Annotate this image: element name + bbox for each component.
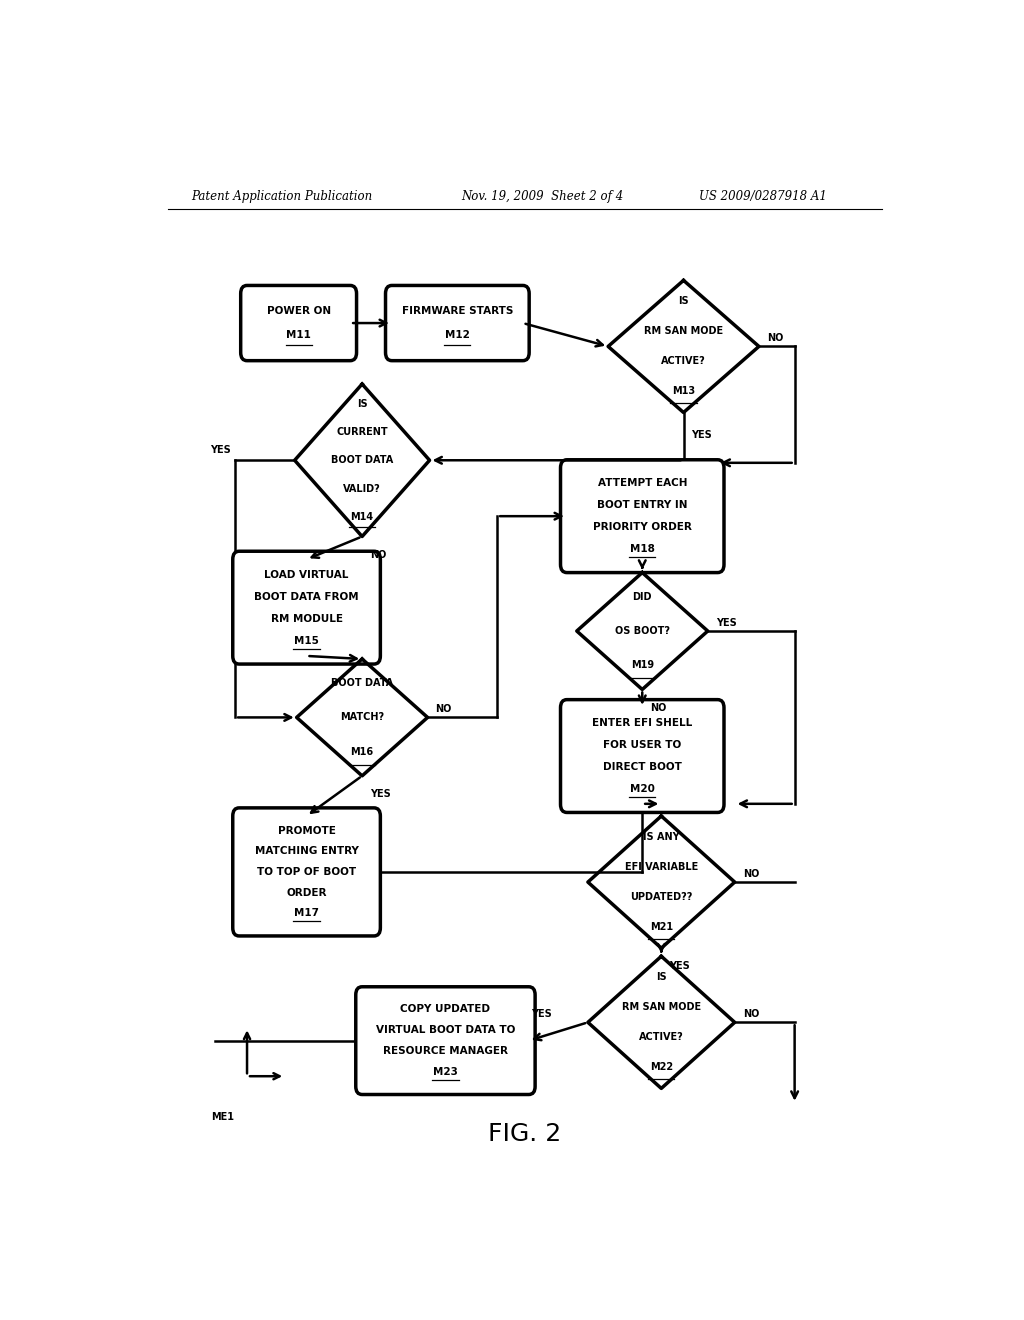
Text: IS: IS [356,399,368,409]
Text: M15: M15 [294,635,319,645]
Text: IS: IS [656,973,667,982]
Text: IS: IS [678,297,689,306]
Text: ATTEMPT EACH: ATTEMPT EACH [597,478,687,488]
Text: RM SAN MODE: RM SAN MODE [622,1002,700,1012]
Text: ACTIVE?: ACTIVE? [662,356,706,367]
Text: LOAD VIRTUAL: LOAD VIRTUAL [264,570,349,579]
Text: YES: YES [670,961,690,972]
Text: MATCH?: MATCH? [340,713,384,722]
Text: M23: M23 [433,1067,458,1077]
Text: DIRECT BOOT: DIRECT BOOT [603,762,682,772]
Text: EFI VARIABLE: EFI VARIABLE [625,862,698,873]
Text: RESOURCE MANAGER: RESOURCE MANAGER [383,1045,508,1056]
Text: MATCHING ENTRY: MATCHING ENTRY [255,846,358,857]
Polygon shape [608,280,759,412]
Text: M13: M13 [672,387,695,396]
Text: ACTIVE?: ACTIVE? [639,1032,684,1043]
Text: COPY UPDATED: COPY UPDATED [400,1005,490,1015]
Text: M12: M12 [444,330,470,341]
Text: ORDER: ORDER [287,887,327,898]
Text: Patent Application Publication: Patent Application Publication [191,190,373,202]
Polygon shape [295,384,430,536]
Text: YES: YES [370,789,391,799]
FancyBboxPatch shape [232,808,380,936]
Text: M16: M16 [350,747,374,756]
Text: M19: M19 [631,660,653,671]
FancyBboxPatch shape [355,987,536,1094]
FancyBboxPatch shape [241,285,356,360]
Text: FOR USER TO: FOR USER TO [603,741,681,750]
Text: RM MODULE: RM MODULE [270,614,343,623]
Text: M17: M17 [294,908,319,919]
Text: FIRMWARE STARTS: FIRMWARE STARTS [401,306,513,315]
Text: NO: NO [767,334,783,343]
Text: YES: YES [691,430,713,440]
FancyBboxPatch shape [232,552,380,664]
Text: DID: DID [633,591,652,602]
Text: NO: NO [742,1010,759,1019]
Text: M18: M18 [630,544,654,554]
FancyBboxPatch shape [560,700,724,812]
Text: M22: M22 [650,1063,673,1072]
Text: PRIORITY ORDER: PRIORITY ORDER [593,523,691,532]
Text: US 2009/0287918 A1: US 2009/0287918 A1 [699,190,827,202]
Text: ME1: ME1 [211,1111,234,1122]
Text: TO TOP OF BOOT: TO TOP OF BOOT [257,867,356,876]
Polygon shape [588,816,734,948]
FancyBboxPatch shape [560,459,724,573]
Text: OS BOOT?: OS BOOT? [614,626,670,636]
Text: M20: M20 [630,784,654,793]
Text: M11: M11 [286,330,311,341]
Polygon shape [297,659,428,776]
Text: M21: M21 [650,923,673,932]
Text: VIRTUAL BOOT DATA TO: VIRTUAL BOOT DATA TO [376,1026,515,1035]
Text: YES: YES [716,618,736,628]
Polygon shape [588,956,734,1089]
Text: Nov. 19, 2009  Sheet 2 of 4: Nov. 19, 2009 Sheet 2 of 4 [461,190,624,202]
Text: IS ANY: IS ANY [643,832,680,842]
Text: BOOT ENTRY IN: BOOT ENTRY IN [597,500,687,511]
Text: NO: NO [435,705,452,714]
Text: UPDATED??: UPDATED?? [630,892,692,902]
Text: M14: M14 [350,512,374,521]
Text: YES: YES [530,1010,552,1019]
FancyBboxPatch shape [385,285,529,360]
Polygon shape [577,573,708,689]
Text: POWER ON: POWER ON [266,306,331,315]
Text: NO: NO [370,550,386,560]
Text: RM SAN MODE: RM SAN MODE [644,326,723,337]
Text: YES: YES [210,445,231,455]
Text: ENTER EFI SHELL: ENTER EFI SHELL [592,718,692,729]
Text: CURRENT: CURRENT [336,428,388,437]
Text: FIG. 2: FIG. 2 [488,1122,561,1146]
Text: BOOT DATA: BOOT DATA [331,678,393,688]
Text: BOOT DATA: BOOT DATA [331,455,393,465]
Text: PROMOTE: PROMOTE [278,825,336,836]
Text: VALID?: VALID? [343,483,381,494]
Text: NO: NO [650,702,667,713]
Text: BOOT DATA FROM: BOOT DATA FROM [254,591,358,602]
Text: NO: NO [742,869,759,879]
